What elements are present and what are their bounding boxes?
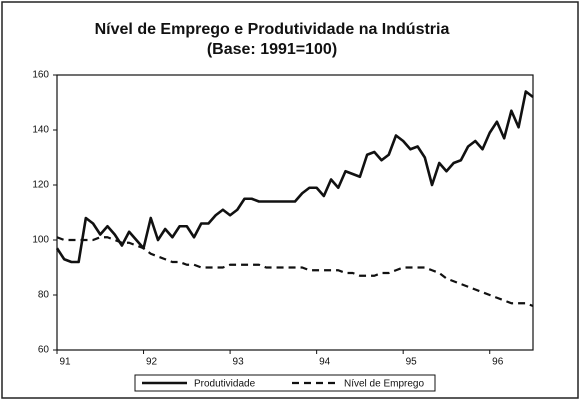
x-tick-label: 92 xyxy=(146,357,158,368)
chart-subtitle: (Base: 1991=100) xyxy=(207,41,337,58)
x-tick-label: 91 xyxy=(59,357,71,368)
x-tick-label: 95 xyxy=(406,357,418,368)
y-tick-label: 60 xyxy=(38,345,50,356)
chart-title: Nível de Emprego e Produtividade na Indú… xyxy=(95,21,450,38)
plot-area xyxy=(56,74,534,351)
legend-label: Nível de Emprego xyxy=(344,379,424,390)
x-tick-label: 96 xyxy=(492,357,504,368)
y-tick-label: 120 xyxy=(32,180,49,191)
y-tick-label: 140 xyxy=(32,125,49,136)
x-tick-label: 94 xyxy=(319,357,331,368)
y-tick-label: 160 xyxy=(32,70,49,81)
y-tick-label: 100 xyxy=(32,235,49,246)
series-line xyxy=(56,236,534,308)
legend-label: Produtividade xyxy=(194,379,256,390)
series-line xyxy=(55,90,534,264)
x-tick-label: 93 xyxy=(233,357,245,368)
legend-box xyxy=(134,374,436,392)
y-tick-label: 80 xyxy=(38,290,50,301)
